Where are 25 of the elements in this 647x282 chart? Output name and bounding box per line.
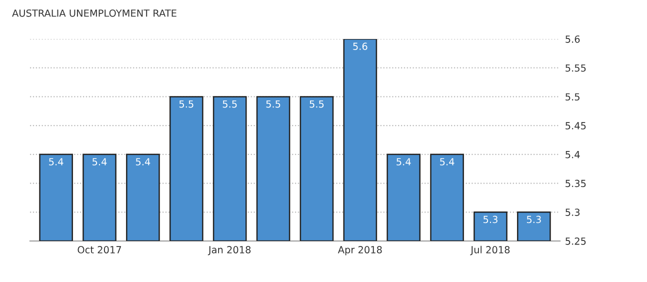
data-label: 5.4 xyxy=(396,158,411,166)
y-tick-label: 5.4 xyxy=(566,151,580,158)
data-label: 5.5 xyxy=(310,100,324,108)
data-label: 5.5 xyxy=(222,100,237,108)
data-label: 5.5 xyxy=(266,100,280,108)
data-label: 5.4 xyxy=(136,158,150,166)
x-tick-label: Apr 2018 xyxy=(338,246,382,256)
data-label: 5.5 xyxy=(179,100,194,108)
data-label: 5.6 xyxy=(353,42,368,50)
y-tick-label: 5.5 xyxy=(566,93,580,101)
y-tick-label: 5.6 xyxy=(566,35,580,43)
data-label: 5.4 xyxy=(440,158,454,166)
data-label: 5.4 xyxy=(49,158,64,166)
chart-title: AUSTRALIA UNEMPLOYMENT RATE xyxy=(12,9,176,17)
x-tick-label: Oct 2017 xyxy=(78,246,121,254)
y-tick-label: 5.45 xyxy=(566,122,586,130)
data-label: 5.3 xyxy=(526,216,541,224)
data-label: 5.3 xyxy=(484,216,498,224)
y-tick-label: 5.35 xyxy=(566,180,586,188)
y-tick-label: 5.25 xyxy=(566,237,586,245)
x-tick-label: Jan 2018 xyxy=(208,246,251,256)
x-tick-label: Jul 2018 xyxy=(470,246,510,256)
data-label: 5.4 xyxy=(92,158,107,166)
y-tick-label: 5.55 xyxy=(566,64,586,72)
y-tick-label: 5.3 xyxy=(566,208,580,216)
